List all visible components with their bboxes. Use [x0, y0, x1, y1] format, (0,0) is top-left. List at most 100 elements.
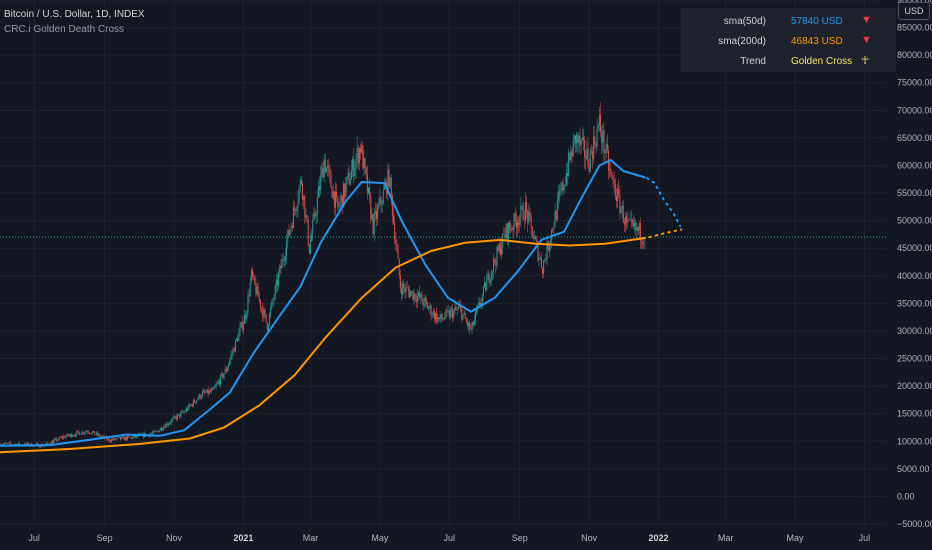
candle-body	[330, 173, 332, 188]
candle-body	[506, 224, 508, 240]
candle-body	[374, 211, 376, 215]
candle-body	[67, 434, 69, 436]
legend-value: 57840 USD	[791, 16, 843, 27]
candle-body	[191, 404, 193, 407]
candle-body	[416, 295, 418, 303]
candle-body	[464, 313, 466, 319]
candle-body	[315, 214, 317, 217]
candle-body	[272, 300, 274, 302]
candle-body	[234, 339, 236, 352]
candle-body	[534, 236, 536, 239]
candle-body	[300, 179, 302, 184]
candle-body	[82, 431, 84, 434]
candle-body	[581, 137, 583, 141]
candle-body	[39, 446, 41, 448]
x-tick-label: Sep	[512, 533, 528, 543]
candle-body	[429, 305, 431, 309]
candle-body	[379, 197, 381, 205]
candle-body	[495, 262, 497, 266]
candle-body	[395, 240, 397, 245]
candle-body	[365, 167, 367, 175]
x-tick-label: Jul	[28, 533, 40, 543]
candle-body	[211, 389, 213, 392]
indicator-title[interactable]: CRC.i Golden Death Cross	[4, 24, 125, 35]
candle-body	[471, 322, 473, 330]
candle-body	[539, 257, 541, 259]
candle-body	[498, 244, 500, 251]
candle-body	[640, 240, 642, 242]
candle-body	[309, 241, 311, 254]
candle-body	[478, 302, 480, 306]
candle-body	[562, 182, 564, 190]
candle-body	[523, 219, 525, 221]
candle-body	[196, 399, 198, 403]
candle-body	[65, 436, 67, 438]
candle-body	[463, 313, 465, 315]
y-tick-label: 50000.00	[897, 216, 932, 226]
candle-body	[568, 152, 570, 176]
candle-body	[226, 367, 228, 372]
y-tick-label: 5000.00	[897, 464, 930, 474]
candle-body	[8, 442, 10, 444]
candle-body	[362, 145, 364, 169]
candle-body	[113, 438, 115, 440]
candle-body	[485, 283, 487, 291]
candle-body	[128, 436, 130, 437]
candle-body	[619, 194, 621, 213]
candle-body	[503, 233, 505, 235]
candle-body	[575, 135, 577, 144]
candle-body	[165, 423, 167, 428]
candle-body	[644, 243, 646, 245]
candle-body	[518, 223, 520, 226]
candle-body	[324, 159, 326, 173]
candle-body	[595, 144, 597, 147]
candle-body	[212, 388, 214, 390]
candle-body	[284, 256, 286, 261]
candle-body	[387, 169, 389, 195]
candle-body	[457, 307, 459, 309]
candle-body	[414, 293, 416, 300]
candle-body	[501, 247, 503, 255]
candle-body	[408, 290, 410, 297]
candle-body	[206, 389, 208, 393]
candle-body	[413, 293, 415, 300]
candle-body	[360, 148, 362, 153]
candle-body	[567, 173, 569, 176]
candle-body	[195, 402, 197, 404]
candle-body	[7, 443, 9, 444]
candle-body	[507, 223, 509, 240]
candle-body	[432, 311, 434, 316]
legend-row-trend: Trend Golden Cross ☥	[681, 52, 896, 72]
candle-body	[378, 204, 380, 208]
candle-body	[377, 207, 379, 219]
candle-body	[406, 287, 408, 288]
candle-body	[135, 435, 137, 438]
candle-body	[122, 436, 124, 438]
candle-body	[320, 175, 322, 191]
candle-body	[433, 311, 435, 320]
candle-body	[553, 227, 555, 230]
candle-body	[484, 283, 486, 287]
y-tick-label: 65000.00	[897, 133, 932, 143]
candle-body	[361, 145, 363, 153]
candle-body	[617, 189, 619, 202]
candle-body	[217, 381, 219, 383]
candle-body	[163, 426, 165, 430]
candle-body	[162, 429, 164, 431]
candle-body	[390, 177, 392, 196]
currency-badge[interactable]: USD	[898, 2, 930, 20]
candle-body	[335, 191, 337, 208]
y-tick-label: 55000.00	[897, 188, 932, 198]
candle-body	[419, 292, 421, 298]
candle-body	[63, 436, 65, 439]
candle-body	[56, 438, 58, 441]
candle-body	[83, 432, 85, 434]
candle-body	[596, 128, 598, 147]
candle-body	[72, 435, 74, 437]
candle-body	[90, 433, 92, 435]
candle-body	[431, 315, 433, 316]
candle-body	[570, 151, 572, 161]
candle-body	[556, 199, 558, 221]
candle-body	[579, 135, 581, 146]
